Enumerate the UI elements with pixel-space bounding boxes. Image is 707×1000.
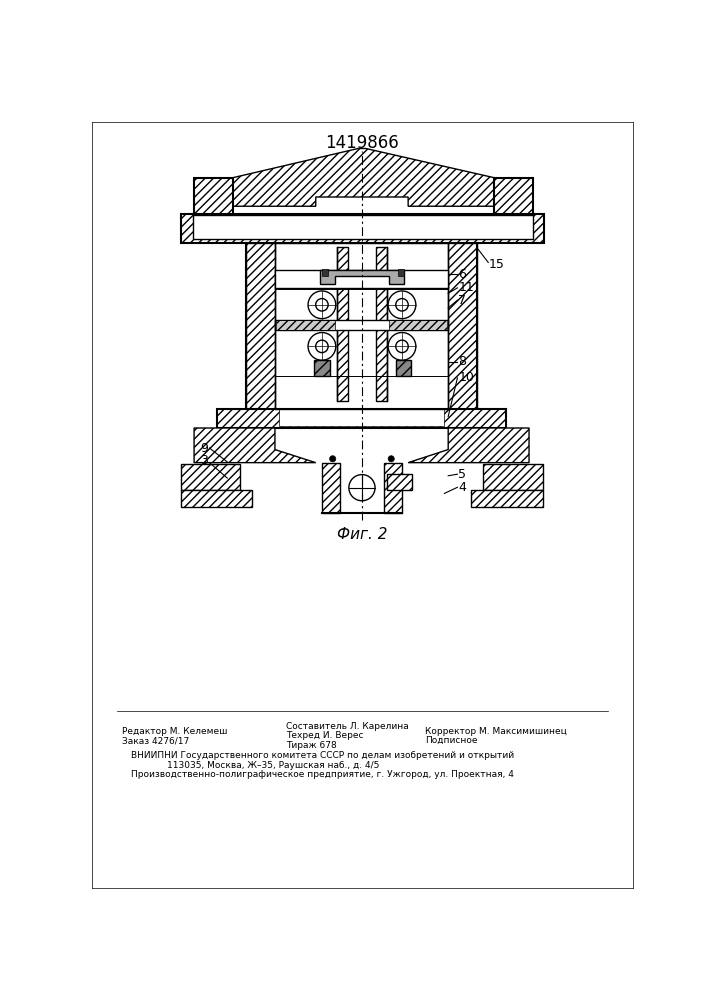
- Text: 7: 7: [458, 294, 466, 307]
- Polygon shape: [448, 243, 477, 409]
- Polygon shape: [276, 320, 335, 330]
- Circle shape: [329, 456, 336, 462]
- Polygon shape: [246, 243, 275, 409]
- Text: 3: 3: [200, 454, 208, 467]
- Circle shape: [396, 299, 408, 311]
- Text: 8: 8: [458, 355, 466, 368]
- Polygon shape: [233, 148, 494, 214]
- Text: 9: 9: [200, 442, 208, 455]
- Text: ВНИИПНИ Государственного комитета СССР по делам изобретений и открытий: ВНИИПНИ Государственного комитета СССР п…: [131, 751, 514, 760]
- Text: Техред И. Верес: Техред И. Верес: [286, 731, 364, 740]
- Circle shape: [308, 291, 336, 319]
- Text: Составитель Л. Карелина: Составитель Л. Карелина: [286, 722, 409, 731]
- Circle shape: [388, 456, 395, 462]
- Polygon shape: [376, 247, 387, 401]
- Text: 4: 4: [458, 481, 466, 494]
- Polygon shape: [194, 428, 316, 463]
- Circle shape: [308, 333, 336, 360]
- Circle shape: [315, 340, 328, 353]
- Polygon shape: [396, 360, 411, 376]
- Polygon shape: [181, 214, 544, 243]
- Polygon shape: [194, 178, 233, 214]
- Text: 1419866: 1419866: [325, 134, 399, 152]
- Polygon shape: [322, 269, 328, 276]
- Polygon shape: [389, 320, 447, 330]
- Text: 5: 5: [458, 468, 466, 481]
- Text: 15: 15: [489, 258, 505, 271]
- Polygon shape: [337, 247, 348, 401]
- Polygon shape: [275, 320, 448, 330]
- Polygon shape: [314, 360, 329, 376]
- Polygon shape: [192, 215, 533, 239]
- Circle shape: [388, 333, 416, 360]
- Polygon shape: [217, 409, 506, 428]
- Polygon shape: [322, 463, 340, 513]
- Text: Корректор М. Максимишинец: Корректор М. Максимишинец: [425, 727, 567, 736]
- Text: Подписное: Подписное: [425, 736, 478, 745]
- Text: Производственно-полиграфическое предприятие, г. Ужгород, ул. Проектная, 4: Производственно-полиграфическое предприя…: [131, 770, 514, 779]
- Circle shape: [388, 291, 416, 319]
- Circle shape: [349, 475, 375, 501]
- Text: 10: 10: [458, 371, 474, 384]
- Circle shape: [396, 340, 408, 353]
- Text: 6: 6: [458, 267, 466, 280]
- Text: Фиг. 2: Фиг. 2: [337, 527, 387, 542]
- Polygon shape: [387, 474, 412, 490]
- Text: 11: 11: [458, 281, 474, 294]
- Text: 113035, Москва, Ж–35, Раушская наб., д. 4/5: 113035, Москва, Ж–35, Раушская наб., д. …: [167, 761, 380, 770]
- Polygon shape: [279, 409, 444, 426]
- Polygon shape: [181, 464, 240, 490]
- Polygon shape: [320, 270, 404, 284]
- Circle shape: [315, 299, 328, 311]
- Polygon shape: [181, 490, 252, 507]
- Polygon shape: [408, 428, 529, 463]
- Text: Редактор М. Келемеш: Редактор М. Келемеш: [122, 727, 228, 736]
- Polygon shape: [398, 269, 404, 276]
- Text: Тираж 678: Тираж 678: [286, 741, 337, 750]
- Polygon shape: [472, 490, 543, 507]
- Text: Заказ 4276/17: Заказ 4276/17: [122, 736, 189, 745]
- Polygon shape: [483, 464, 543, 490]
- Polygon shape: [275, 270, 448, 288]
- Polygon shape: [494, 178, 533, 214]
- Polygon shape: [383, 463, 402, 513]
